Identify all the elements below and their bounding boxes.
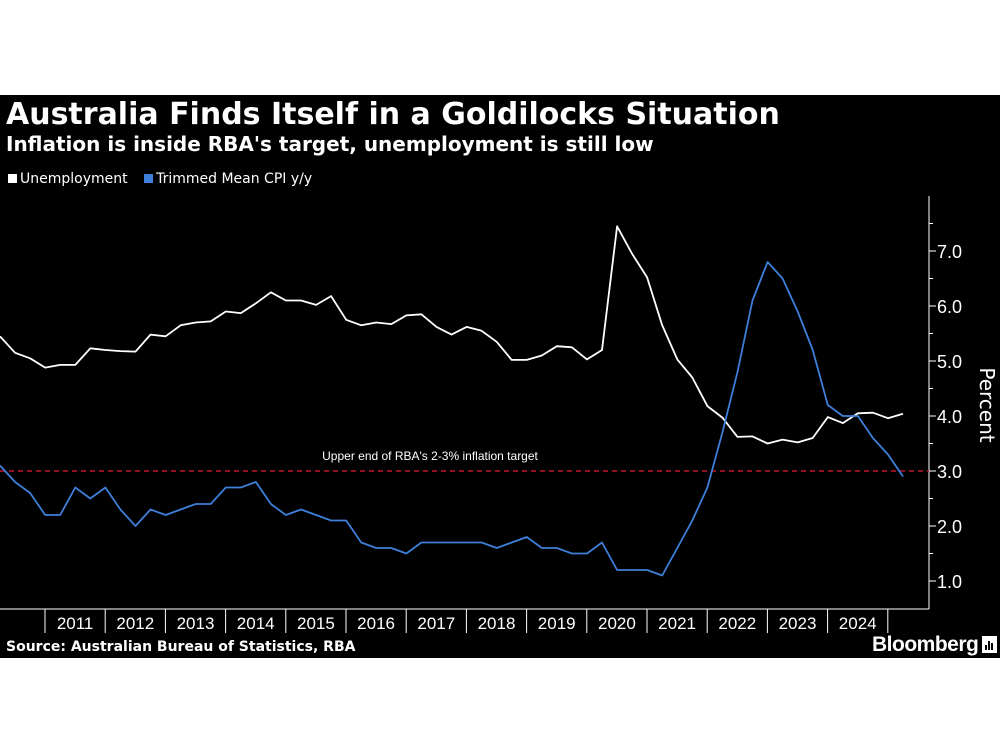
y-tick-label: 4.0 <box>937 407 962 427</box>
x-tick-label: 2013 <box>177 614 215 633</box>
x-tick-label: 2019 <box>538 614 576 633</box>
series-layer <box>0 225 904 577</box>
x-tick-label: 2017 <box>417 614 455 633</box>
target-annotation: Upper end of RBA's 2-3% inflation target <box>322 449 538 463</box>
x-tick-label: 2022 <box>718 614 756 633</box>
trimmed-mean-cpi-line <box>0 261 904 577</box>
y-axis-ticks: 1.0 2.0 3.0 4.0 5.0 6.0 7.0 <box>929 223 962 592</box>
bloomberg-chart-icon <box>982 636 997 653</box>
unemployment-line <box>0 225 904 445</box>
y-tick-label: 7.0 <box>937 242 962 262</box>
x-tick-label: 2015 <box>297 614 335 633</box>
x-tick-label: 2014 <box>237 614 275 633</box>
y-tick-label: 1.0 <box>937 572 962 592</box>
x-tick-label: 2023 <box>779 614 817 633</box>
x-tick-label: 2016 <box>357 614 395 633</box>
x-tick-label: 2024 <box>839 614 877 633</box>
chart-subtitle: Inflation is inside RBA's target, unempl… <box>6 132 654 156</box>
x-axis-ticks: 2011 2012 2013 2014 2015 2016 2017 2018 2019 2020… <box>44 609 889 633</box>
y-tick-label: 3.0 <box>937 462 962 482</box>
x-tick-label: 2018 <box>478 614 516 633</box>
source-note: Source: Australian Bureau of Statistics,… <box>6 639 356 655</box>
legend-label-unemployment: Unemployment <box>20 171 128 187</box>
chart-legend: Unemployment Trimmed Mean CPI y/y <box>8 170 324 188</box>
chart-background <box>0 95 1000 658</box>
legend-label-cpi: Trimmed Mean CPI y/y <box>156 171 313 187</box>
chart-axes <box>0 196 930 610</box>
chart-title: Australia Finds Itself in a Goldilocks S… <box>6 97 780 132</box>
y-tick-label: 6.0 <box>937 297 962 317</box>
x-tick-label: 2012 <box>116 614 154 633</box>
y-axis-label: Percent <box>975 367 999 443</box>
legend-swatch-unemployment <box>8 174 17 183</box>
x-tick-label: 2020 <box>598 614 636 633</box>
bloomberg-logo: Bloomberg <box>872 633 979 656</box>
x-tick-label: 2011 <box>57 614 94 633</box>
legend-item-unemployment: Unemployment <box>8 170 128 188</box>
y-tick-label: 2.0 <box>937 517 962 537</box>
legend-swatch-cpi <box>144 174 154 183</box>
x-tick-label: 2021 <box>658 614 696 633</box>
y-tick-label: 5.0 <box>937 352 962 372</box>
legend-item-cpi: Trimmed Mean CPI y/y <box>144 170 312 188</box>
